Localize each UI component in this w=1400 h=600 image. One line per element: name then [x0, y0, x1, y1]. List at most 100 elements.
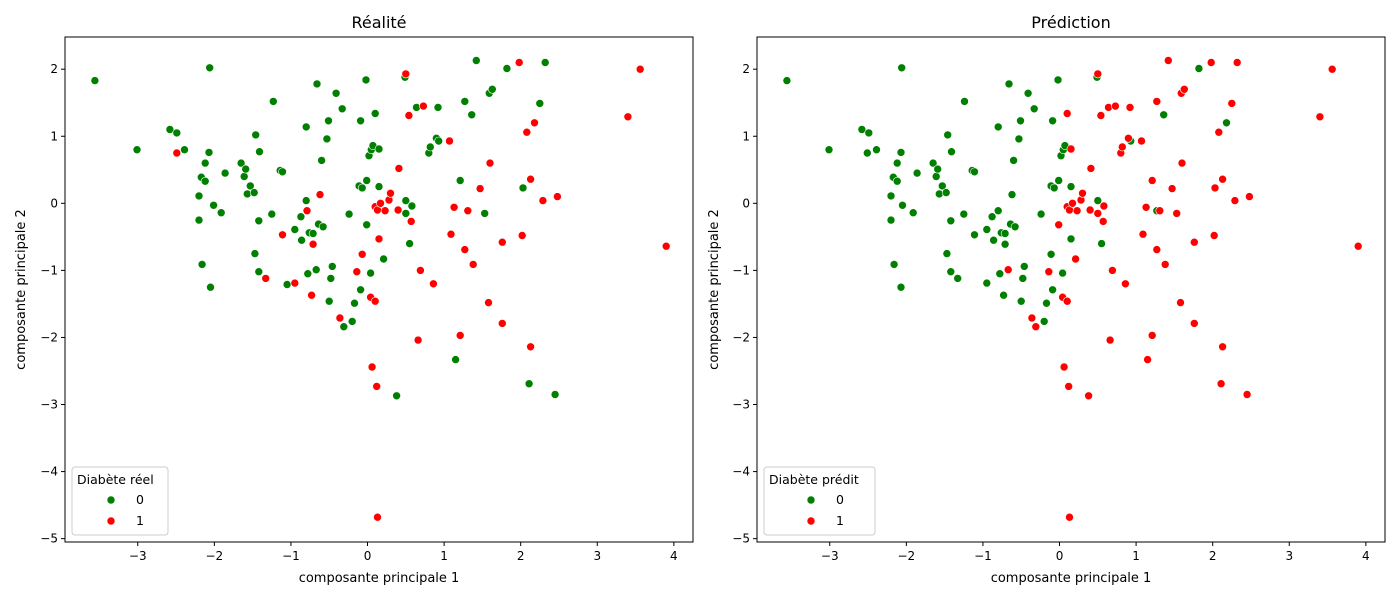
data-point-class-0: [970, 167, 979, 177]
scatter-points: [90, 56, 671, 522]
x-tick-label: 1: [440, 549, 448, 563]
data-point-class-1: [1230, 196, 1240, 205]
data-point-class-0: [250, 249, 260, 258]
data-point-class-0: [942, 249, 952, 258]
data-point-class-0: [1066, 234, 1076, 244]
data-point-class-1: [635, 64, 645, 74]
data-point-class-0: [317, 156, 326, 165]
data-point-class-0: [1066, 182, 1076, 191]
data-point-class-1: [373, 512, 382, 522]
data-point-class-1: [522, 127, 532, 137]
data-point-class-0: [1159, 110, 1168, 120]
legend: Diabète réel 0 1: [71, 466, 169, 536]
data-point-class-0: [1048, 116, 1057, 126]
data-point-class-1: [445, 136, 454, 146]
y-tick-label: 1: [742, 129, 750, 143]
data-point-class-1: [1068, 199, 1077, 208]
y-tick-label: −4: [732, 465, 750, 479]
data-point-class-0: [1048, 285, 1057, 295]
data-point-class-0: [993, 206, 1003, 215]
data-point-class-1: [1084, 391, 1093, 401]
data-point-class-1: [367, 362, 377, 372]
data-point-class-0: [194, 191, 204, 201]
data-point-class-0: [205, 63, 214, 73]
data-point-class-1: [1180, 85, 1189, 94]
data-point-class-0: [362, 176, 372, 185]
data-point-class-1: [1227, 99, 1237, 108]
data-point-class-1: [370, 296, 380, 306]
data-point-class-0: [236, 158, 246, 168]
data-point-class-1: [1098, 217, 1108, 226]
data-point-class-0: [934, 189, 944, 199]
data-point-class-0: [928, 158, 938, 168]
data-point-class-0: [1054, 176, 1063, 185]
data-point-class-1: [1327, 64, 1337, 74]
data-point-class-0: [1014, 134, 1024, 144]
data-point-class-1: [1218, 174, 1227, 184]
chart-panel-realite: Réalité −3 −2 −1 0 1 2 3 4 −5 −4 −3 −2 −1 0 1 2 compos…: [14, 13, 694, 586]
data-point-class-1: [1160, 260, 1170, 269]
data-point-class-0: [337, 104, 347, 114]
legend-marker-0: [806, 495, 816, 505]
data-point-class-0: [209, 201, 218, 210]
data-point-class-1: [308, 239, 318, 249]
data-point-class-0: [1036, 209, 1046, 219]
data-point-class-0: [862, 148, 872, 158]
data-point-class-0: [165, 125, 175, 134]
data-point-class-0: [204, 148, 214, 157]
x-tick-label: 4: [670, 549, 678, 563]
data-point-class-0: [407, 201, 417, 211]
data-point-class-0: [197, 260, 207, 269]
data-point-class-1: [1108, 266, 1117, 275]
data-point-class-0: [251, 130, 260, 140]
data-point-class-0: [1049, 183, 1059, 193]
data-point-class-0: [246, 181, 255, 191]
y-tick-label: −2: [40, 330, 58, 344]
data-point-class-0: [1222, 118, 1231, 128]
data-point-class-0: [896, 148, 906, 157]
data-point-class-1: [315, 190, 325, 199]
data-point-class-1: [1315, 112, 1325, 122]
data-point-class-0: [331, 89, 341, 98]
x-tick-label: −1: [974, 549, 992, 563]
data-point-class-1: [1124, 134, 1133, 143]
data-point-class-0: [540, 58, 550, 67]
data-point-class-1: [1138, 229, 1148, 239]
data-point-class-0: [451, 355, 460, 364]
data-point-class-1: [335, 313, 345, 323]
data-point-class-1: [1031, 322, 1041, 332]
x-tick-label: 2: [1209, 549, 1217, 563]
data-point-class-0: [339, 322, 349, 332]
data-point-class-0: [1000, 229, 1010, 238]
data-point-class-1: [1062, 109, 1072, 118]
data-point-class-0: [350, 298, 359, 308]
data-point-class-1: [553, 192, 562, 201]
data-point-class-1: [386, 189, 395, 198]
x-tick-label: −1: [282, 549, 300, 563]
axes-frame: [756, 36, 1386, 543]
data-point-class-0: [892, 158, 902, 168]
data-point-class-0: [374, 144, 384, 154]
data-point-class-0: [886, 191, 896, 201]
data-point-class-0: [502, 64, 512, 73]
data-point-class-1: [530, 118, 539, 128]
data-point-class-1: [372, 382, 382, 391]
data-point-class-1: [1190, 319, 1199, 328]
data-point-class-1: [538, 196, 548, 205]
data-point-class-0: [132, 145, 142, 154]
data-point-class-0: [1020, 262, 1029, 271]
data-point-class-1: [1137, 136, 1146, 146]
data-point-class-0: [401, 209, 411, 218]
y-tick-label: −5: [732, 532, 750, 546]
y-tick-label: −3: [40, 398, 58, 412]
data-point-class-0: [947, 147, 956, 156]
data-point-class-1: [376, 199, 385, 208]
data-point-class-0: [392, 391, 401, 401]
data-point-class-0: [987, 212, 997, 221]
data-point-class-0: [308, 229, 318, 238]
data-point-class-0: [970, 230, 979, 240]
data-point-class-0: [347, 317, 357, 326]
data-point-class-1: [526, 174, 535, 184]
data-point-class-0: [946, 216, 956, 226]
data-point-class-1: [1232, 58, 1242, 67]
